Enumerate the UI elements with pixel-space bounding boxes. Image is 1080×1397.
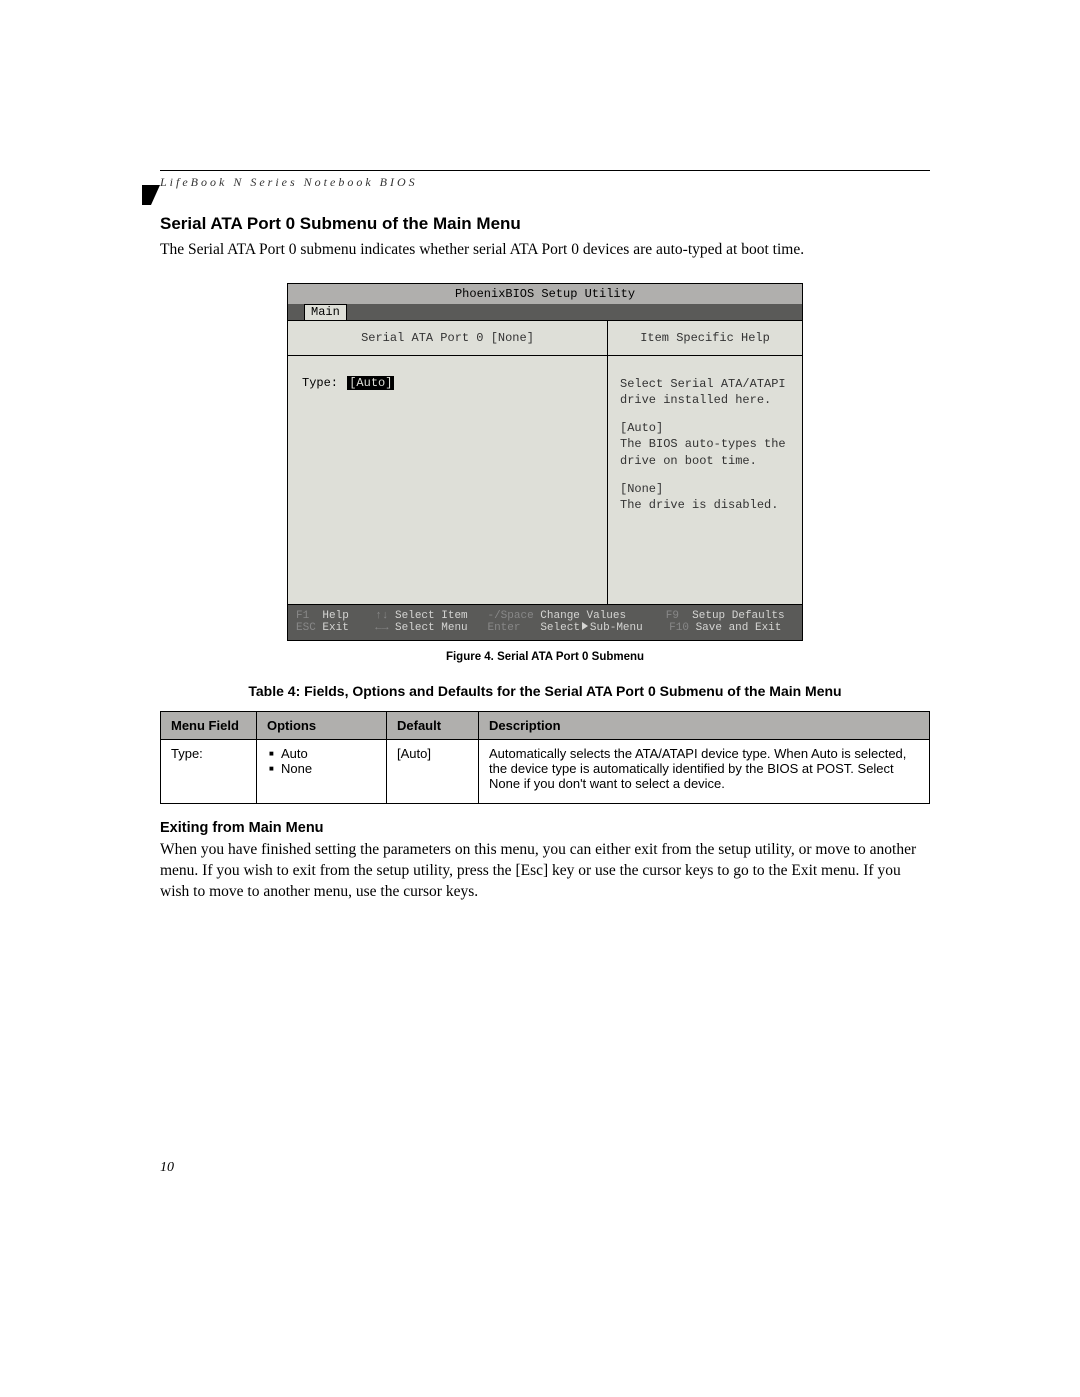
cell-options: Auto None [257,739,387,803]
triangle-right-icon [582,622,588,630]
bios-screenshot: PhoenixBIOS Setup Utility Main Serial AT… [287,283,803,641]
bios-footer: F1 Help ↑↓ Select Item -/Space Change Va… [288,605,802,640]
table-row: Type: Auto None [Auto] Automatically sel… [161,739,930,803]
table-caption: Table 4: Fields, Options and Defaults fo… [160,683,930,699]
th-menu-field: Menu Field [161,711,257,739]
intro-paragraph: The Serial ATA Port 0 submenu indicates … [160,240,930,261]
help-line: drive installed here. [620,392,790,408]
type-label: Type: [302,376,338,390]
page-content: LifeBook N Series Notebook BIOS Serial A… [160,170,930,921]
chevron-icon [142,185,160,213]
page-header: LifeBook N Series Notebook BIOS [160,170,930,214]
bios-help-panel: Item Specific Help Select Serial ATA/ATA… [608,321,802,604]
footer-help: Help [322,610,348,622]
key-minus-space: -/Space [487,610,533,622]
key-f1: F1 [296,610,309,622]
section-title: Serial ATA Port 0 Submenu of the Main Me… [160,214,930,234]
options-table: Menu Field Options Default Description T… [160,711,930,804]
th-description: Description [479,711,930,739]
key-arrows-ud: ↑↓ [375,610,388,622]
cell-description: Automatically selects the ATA/ATAPI devi… [479,739,930,803]
type-value[interactable]: [Auto] [347,376,394,390]
help-line: Select Serial ATA/ATAPI [620,376,790,392]
footer-submenu: Sub-Menu [590,622,643,634]
key-enter: Enter [487,622,520,634]
cell-menu-field: Type: [161,739,257,803]
bios-title: PhoenixBIOS Setup Utility [288,284,802,304]
bios-body: Serial ATA Port 0 [None] Type: [Auto] It… [288,320,802,605]
footer-exit: Exit [322,622,348,634]
figure-caption: Figure 4. Serial ATA Port 0 Submenu [160,651,930,663]
footer-select: Select [540,622,580,634]
footer-select-menu: Select Menu [395,622,468,634]
bios-tab-main[interactable]: Main [304,304,347,320]
th-default: Default [387,711,479,739]
help-none-label: [None] [620,481,790,497]
bios-left-header: Serial ATA Port 0 [None] [288,321,607,356]
key-f9: F9 [666,610,679,622]
key-esc: ESC [296,622,316,634]
key-f10: F10 [669,622,689,634]
bios-left-panel: Serial ATA Port 0 [None] Type: [Auto] [288,321,608,604]
bios-tab-row: Main [288,304,802,320]
footer-change-values: Change Values [540,610,626,622]
bios-left-body: Type: [Auto] [288,356,607,410]
footer-save-exit: Save and Exit [696,622,782,634]
footer-setup-defaults: Setup Defaults [692,610,784,622]
exit-paragraph: When you have finished setting the param… [160,840,930,903]
help-line: The BIOS auto-types the [620,436,790,452]
page-number: 10 [160,1160,174,1176]
footer-select-item: Select Item [395,610,468,622]
help-line: drive on boot time. [620,453,790,469]
help-header: Item Specific Help [608,321,802,356]
option-item: None [269,761,376,776]
key-arrows-lr: ←→ [375,622,388,634]
table-header-row: Menu Field Options Default Description [161,711,930,739]
exit-title: Exiting from Main Menu [160,820,930,836]
running-header: LifeBook N Series Notebook BIOS [160,175,930,190]
option-item: Auto [269,746,376,761]
cell-default: [Auto] [387,739,479,803]
help-line: The drive is disabled. [620,497,790,513]
help-body: Select Serial ATA/ATAPI drive installed … [608,356,802,533]
th-options: Options [257,711,387,739]
help-auto-label: [Auto] [620,420,790,436]
